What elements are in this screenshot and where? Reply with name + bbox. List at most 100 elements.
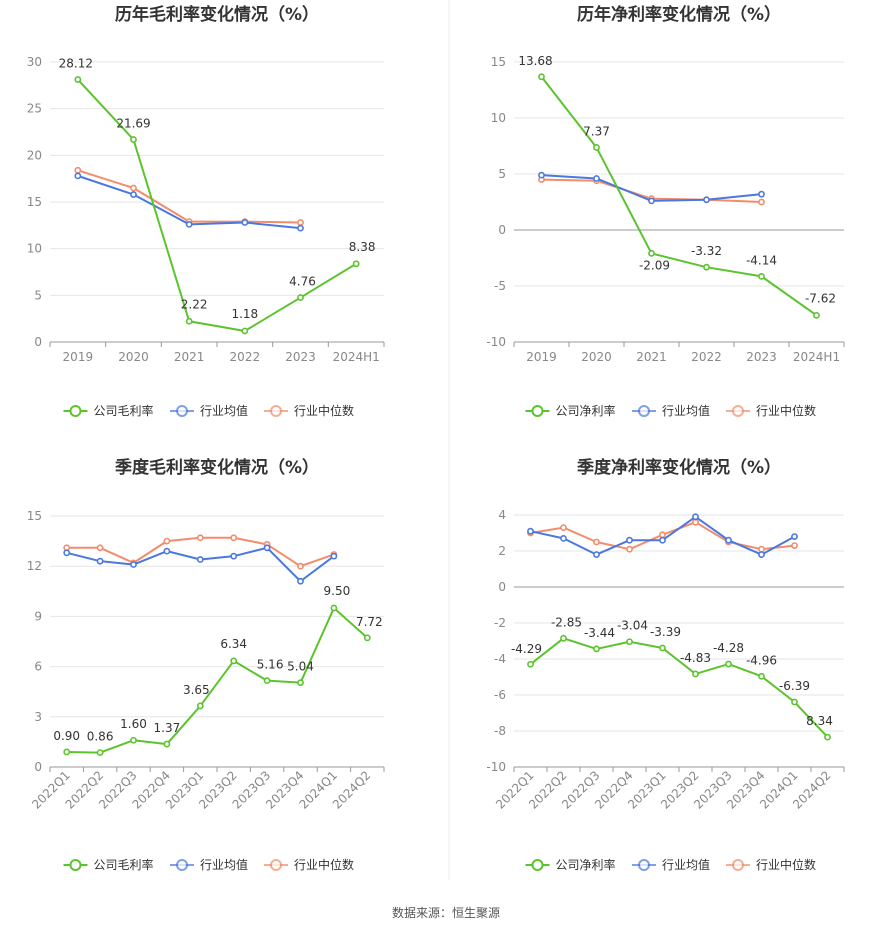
data-point-median	[560, 524, 567, 531]
legend-item-company[interactable]: 公司毛利率	[63, 403, 154, 418]
legend-item-company[interactable]: 公司净利率	[525, 857, 616, 872]
legend-swatch-marker	[69, 859, 82, 871]
data-point-company	[626, 638, 633, 646]
data-label: 7.37	[583, 124, 610, 138]
y-tick-label: -10	[486, 760, 506, 774]
data-label: -4.14	[746, 253, 777, 267]
legend-item-median[interactable]: 行业中位数	[264, 403, 354, 418]
data-point-avg	[626, 536, 633, 544]
data-point-company	[196, 702, 204, 710]
legend-label: 行业中位数	[294, 857, 354, 872]
data-point-median	[593, 538, 600, 546]
data-point-avg	[330, 552, 338, 560]
data-point-company	[758, 672, 765, 680]
data-point-company	[791, 698, 798, 706]
data-point-avg	[758, 551, 765, 558]
legend-item-avg[interactable]: 行业均值	[170, 857, 248, 872]
data-point-company	[241, 327, 249, 335]
source-note: 数据来源：恒生聚源	[392, 905, 500, 920]
data-point-median	[626, 545, 633, 553]
legend-label: 行业均值	[200, 403, 248, 418]
y-tick-label: 0	[34, 760, 42, 774]
data-label: -4.83	[680, 651, 711, 665]
data-point-avg	[560, 535, 567, 542]
data-point-company	[163, 740, 171, 748]
data-point-company	[363, 634, 371, 642]
data-point-avg	[593, 175, 600, 182]
y-tick-label: 30	[27, 55, 42, 69]
data-point-company	[758, 272, 765, 280]
data-point-avg	[593, 551, 600, 558]
data-point-company	[659, 644, 666, 652]
chart-title: 季度净利率变化情况（%）	[577, 457, 781, 478]
legend-item-avg[interactable]: 行业均值	[632, 857, 710, 872]
data-point-median	[74, 166, 82, 174]
data-label: -2.09	[639, 258, 670, 272]
chart-1: 历年毛利率变化情况（%） 0 5 10 15 20 25 30 2019 2020 2021 2022…	[27, 4, 385, 418]
legend-item-median[interactable]: 行业中位数	[264, 857, 354, 872]
y-tick-label: 15	[491, 55, 506, 69]
data-point-avg	[659, 536, 666, 544]
data-point-company	[538, 73, 545, 81]
data-point-company	[230, 657, 238, 665]
legend-swatch-marker	[531, 859, 544, 871]
y-tick-label: 10	[27, 242, 42, 256]
series-line-company	[77, 78, 357, 332]
data-label: -7.62	[805, 291, 836, 305]
x-tick-label: 2022	[691, 350, 722, 364]
data-point-company	[130, 736, 137, 744]
data-label: -3.39	[650, 625, 681, 639]
y-tick-label: 0	[498, 223, 506, 237]
legend-label: 公司毛利率	[94, 403, 154, 418]
y-tick-label: 10	[491, 111, 506, 125]
legend-item-avg[interactable]: 行业均值	[170, 403, 248, 418]
data-label: -4.29	[511, 642, 542, 656]
legend-swatch-marker	[69, 405, 82, 417]
legend-item-company[interactable]: 公司毛利率	[63, 857, 154, 872]
data-point-median	[659, 531, 666, 539]
data-point-company	[692, 670, 699, 678]
data-label: -6.39	[779, 679, 810, 693]
y-tick-label: -5	[494, 279, 506, 293]
chart-2: 历年净利率变化情况（%） -10 -5 0 5 10 15 2019 2020 2021 2022 2…	[486, 4, 845, 418]
y-tick-label: -4	[494, 652, 506, 666]
legend-swatch-marker	[176, 405, 188, 417]
legend-item-avg[interactable]: 行业均值	[632, 403, 710, 418]
data-point-avg	[163, 547, 171, 555]
legend-item-company[interactable]: 公司净利率	[525, 403, 616, 418]
data-label: 1.60	[120, 717, 147, 731]
legend-label: 公司毛利率	[94, 857, 154, 872]
data-point-company	[824, 733, 831, 741]
x-tick-label: 2020	[118, 350, 149, 364]
x-tick-label: 2024H1	[333, 350, 380, 364]
data-point-company	[560, 634, 567, 642]
legend-label: 公司净利率	[556, 857, 616, 872]
data-point-company	[527, 660, 534, 668]
data-point-avg	[758, 190, 765, 198]
x-tick-label: 2020	[581, 350, 612, 364]
data-point-avg	[263, 544, 271, 552]
data-point-company	[813, 311, 820, 319]
y-tick-label: 20	[27, 148, 42, 162]
legend-item-median[interactable]: 行业中位数	[726, 857, 816, 872]
data-label: 5.16	[257, 658, 284, 672]
data-label: 7.72	[356, 615, 383, 629]
data-point-company	[352, 260, 360, 268]
data-label: -4.96	[746, 653, 777, 667]
x-tick-label: 2021	[636, 350, 667, 364]
data-point-avg	[230, 552, 238, 560]
x-tick-label: 2019	[63, 350, 94, 364]
legend-label: 行业中位数	[756, 403, 816, 418]
data-point-median	[196, 534, 204, 542]
legend-item-median[interactable]: 行业中位数	[726, 403, 816, 418]
data-label: 9.50	[324, 584, 351, 598]
data-point-avg	[703, 196, 710, 204]
chart-3: 季度毛利率变化情况（%）036912152022Q12022Q22022Q320…	[27, 457, 385, 872]
y-tick-label: 5	[34, 288, 42, 302]
data-label: 0.90	[53, 729, 80, 743]
data-label: -2.85	[551, 615, 582, 629]
data-point-median	[96, 544, 104, 552]
data-point-median	[758, 545, 765, 553]
data-point-median	[163, 537, 171, 545]
